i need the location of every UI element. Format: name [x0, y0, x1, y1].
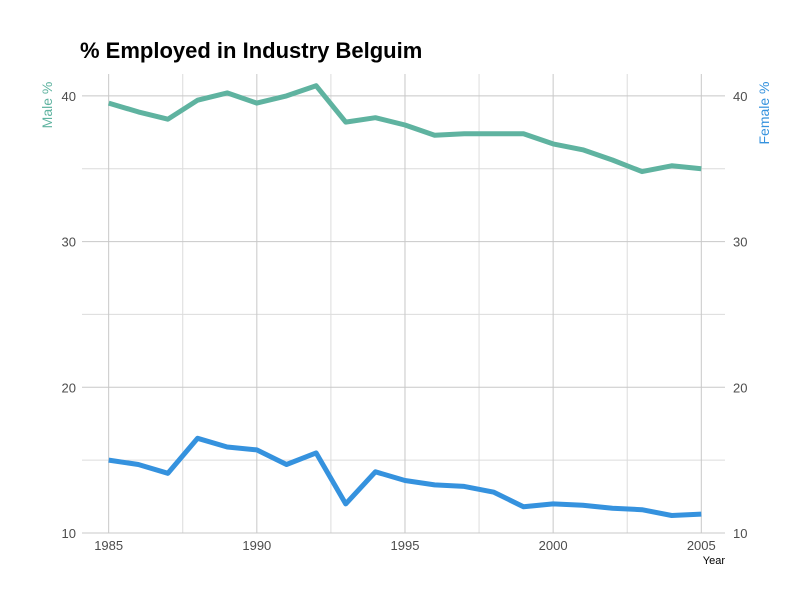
y-axis-left-title: Male %: [39, 82, 55, 129]
x-tick-label: 2000: [539, 538, 568, 553]
x-tick-label: 2005: [687, 538, 716, 553]
y-tick-label-left: 40: [62, 89, 76, 104]
y-axis-right: 10 20 30 40: [733, 89, 747, 541]
y-tick-label-right: 40: [733, 89, 747, 104]
x-axis-title: Year: [703, 555, 726, 567]
x-tick-label: 1985: [94, 538, 123, 553]
y-tick-label-left: 10: [62, 526, 76, 541]
chart-title: % Employed in Industry Belguim: [80, 38, 422, 63]
y-tick-label-left: 20: [62, 380, 76, 395]
y-tick-label-right: 30: [733, 235, 747, 250]
grid: [82, 74, 725, 534]
y-axis-left: 10 20 30 40: [62, 89, 76, 541]
x-tick-label: 1995: [391, 538, 420, 553]
series-line-male: [107, 83, 702, 175]
x-tick-label: 1990: [242, 538, 271, 553]
y-tick-label-left: 30: [62, 235, 76, 250]
x-axis: 1985 1990 1995 2000 2005: [94, 538, 716, 553]
y-axis-right-title: Female %: [756, 81, 772, 144]
y-tick-label-right: 10: [733, 526, 747, 541]
series-lines: [107, 83, 702, 518]
series-line-female: [108, 435, 702, 518]
y-tick-label-right: 20: [733, 380, 747, 395]
